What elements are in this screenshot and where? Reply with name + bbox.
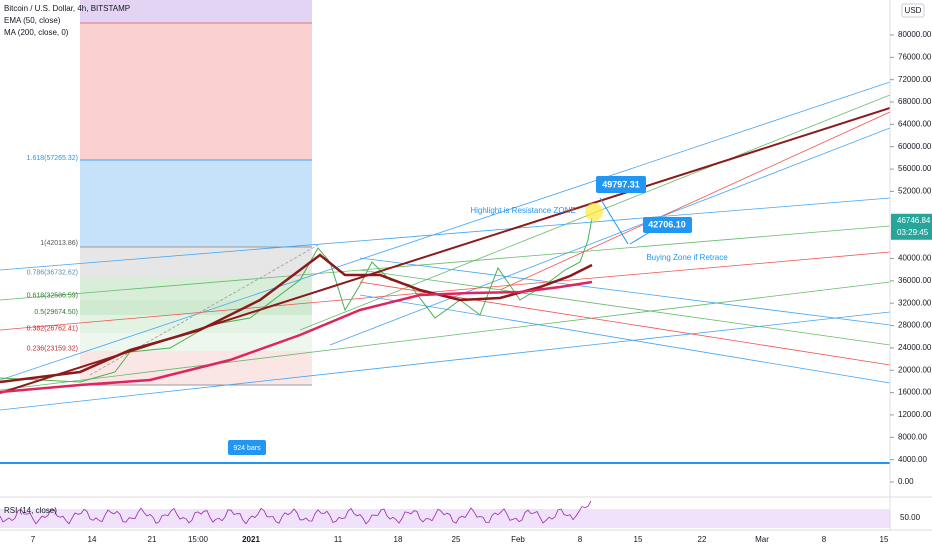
y-tick-label: 4000.00 bbox=[898, 455, 927, 464]
bars-count: 924 bars bbox=[233, 445, 261, 452]
fib-level: 1(42013.86) bbox=[40, 240, 78, 247]
x-tick-label: 25 bbox=[452, 535, 461, 544]
currency[interactable]: USD bbox=[905, 6, 922, 15]
x-tick-label: 22 bbox=[698, 535, 707, 544]
y-tick-label: 12000.00 bbox=[898, 410, 932, 419]
last-price: 46746.84 bbox=[897, 216, 931, 225]
x-tick-label: 8 bbox=[578, 535, 583, 544]
x-tick-label: 15:00 bbox=[188, 535, 209, 544]
arrow bbox=[629, 231, 651, 245]
y-tick-label: 16000.00 bbox=[898, 388, 932, 397]
fib-level: 0.786(36732.62) bbox=[27, 270, 78, 277]
last-price-box bbox=[891, 213, 932, 240]
x-tick-label: 8 bbox=[822, 535, 827, 544]
x-tick-label: 18 bbox=[394, 535, 403, 544]
arrow bbox=[599, 197, 629, 245]
x-tick-label: 15 bbox=[880, 535, 889, 544]
label-box bbox=[228, 440, 266, 455]
rsi-line bbox=[0, 500, 592, 525]
countdown: 03:29:45 bbox=[897, 228, 929, 237]
y-tick-label: 60000.00 bbox=[898, 142, 932, 151]
label-box bbox=[596, 176, 646, 193]
buy-note: Buying Zone if Retrace bbox=[646, 253, 728, 262]
rsi-level: 50.00 bbox=[900, 513, 921, 522]
y-tick-label: 28000.00 bbox=[898, 321, 932, 330]
fib-level: 1.618(57265.32) bbox=[27, 155, 78, 162]
label-box bbox=[643, 217, 692, 233]
x-tick-label: 21 bbox=[148, 535, 157, 544]
y-tick-label: 24000.00 bbox=[898, 343, 932, 352]
fib-level: 0.618(32586.59) bbox=[27, 293, 78, 300]
trend-channels bbox=[0, 81, 891, 464]
x-tick-label: 7 bbox=[31, 535, 36, 544]
y-tick-label: 40000.00 bbox=[898, 254, 932, 263]
x-tick-label: 14 bbox=[88, 535, 97, 544]
symbol: Bitcoin / U.S. Dollar, 4h, BITSTAMP bbox=[4, 4, 130, 13]
y-tick-label: 52000.00 bbox=[898, 187, 932, 196]
x-tick-label: Feb bbox=[511, 535, 525, 544]
rsi-label: RSI (14, close) bbox=[4, 506, 57, 515]
y-tick-label: 20000.00 bbox=[898, 365, 932, 374]
y-tick-label: 0.00 bbox=[898, 477, 914, 486]
fib-level: 0.5(29674.50) bbox=[34, 309, 78, 316]
indicator: EMA (50, close) bbox=[4, 16, 61, 25]
y-tick-label: 32000.00 bbox=[898, 298, 932, 307]
x-tick-label: Mar bbox=[755, 535, 769, 544]
y-tick-label: 64000.00 bbox=[898, 119, 932, 128]
y-tick-label: 56000.00 bbox=[898, 164, 932, 173]
resistance-note: Highlight is Resistance ZONE bbox=[470, 206, 575, 215]
fib-level: 0.236(23159.32) bbox=[27, 345, 78, 352]
y-tick-label: 8000.00 bbox=[898, 432, 927, 441]
fib-level: 0.382(26762.41) bbox=[27, 325, 78, 332]
resistance-price: 49797.31 bbox=[602, 179, 640, 189]
rsi-band bbox=[0, 509, 890, 528]
fib-zones bbox=[80, 0, 312, 386]
y-tick-label: 72000.00 bbox=[898, 75, 932, 84]
y-tick-label: 36000.00 bbox=[898, 276, 932, 285]
y-tick-label: 80000.00 bbox=[898, 30, 932, 39]
currency-button[interactable] bbox=[901, 3, 925, 18]
y-tick-label: 76000.00 bbox=[898, 52, 932, 61]
y-tick-label: 68000.00 bbox=[898, 97, 932, 106]
x-tick-label: 15 bbox=[634, 535, 643, 544]
indicator: MA (200, close, 0) bbox=[4, 28, 69, 37]
rsi-pane bbox=[0, 500, 592, 525]
resistance-highlight bbox=[585, 203, 603, 221]
ma-line bbox=[0, 280, 593, 394]
x-tick-label: 2021 bbox=[242, 535, 260, 544]
buy-price: 42706.10 bbox=[648, 219, 686, 229]
x-tick-label: 11 bbox=[334, 535, 343, 544]
